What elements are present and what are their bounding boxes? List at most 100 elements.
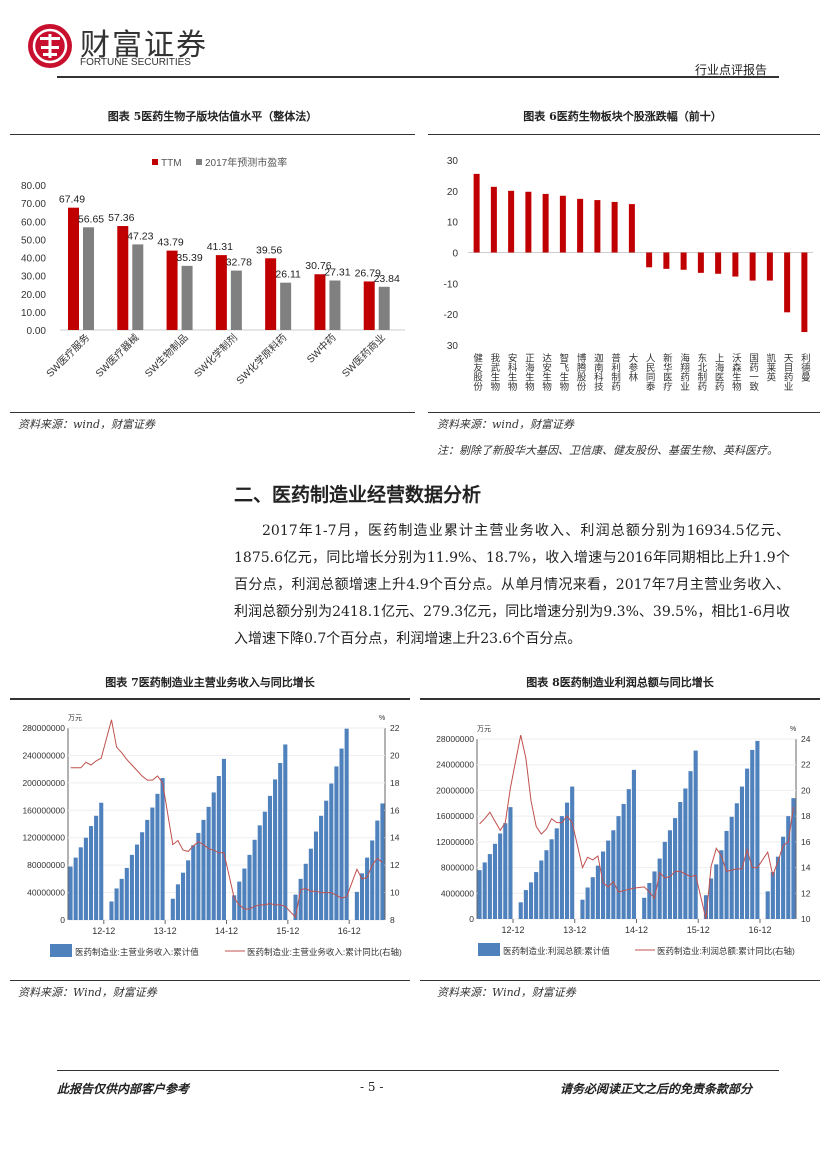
x-category-label: 达安生物	[540, 352, 552, 392]
bar	[339, 748, 344, 920]
left-tick-label: 240000000	[22, 750, 65, 760]
bar	[273, 779, 278, 920]
section-paragraph: 2017年1-7月，医药制造业累计主营业务收入、利润总额分别为16934.5亿元…	[234, 523, 790, 647]
bar	[490, 186, 497, 253]
left-unit: 万元	[477, 725, 491, 733]
bar-forecast	[132, 244, 144, 330]
bar-forecast	[329, 280, 341, 330]
bar	[487, 854, 492, 919]
bar	[211, 792, 216, 920]
left-tick-label: 200000000	[22, 778, 65, 788]
bar	[180, 872, 186, 920]
y-tick-label: -10	[444, 279, 459, 290]
logo-text-cn: 财富证券	[80, 28, 208, 63]
figure8-caption: 图表 8医药制造业利润总额与同比增长	[526, 676, 714, 689]
bar	[78, 847, 83, 920]
bar	[221, 758, 226, 920]
bar	[308, 848, 313, 920]
left-tick-label: 16000000	[436, 811, 474, 821]
bar	[508, 807, 513, 919]
bar	[252, 839, 257, 920]
right-tick-label: 18	[801, 811, 811, 821]
data-label: 56.65	[78, 213, 104, 225]
legend-swatch-forecast	[196, 159, 202, 165]
bar	[775, 856, 781, 919]
figure5-caption: 图表 5医药生物子版块估值水平（整体法）	[107, 110, 318, 123]
x-category-label: 健友股份	[471, 352, 483, 392]
bar	[590, 877, 595, 919]
fortune-logo-icon	[28, 24, 72, 68]
figure7-top-rule	[10, 698, 410, 700]
bar-ttm	[363, 281, 375, 330]
bar	[303, 863, 308, 920]
bar	[370, 840, 375, 920]
bar	[247, 854, 252, 920]
right-unit: %	[790, 726, 796, 733]
bar	[150, 807, 155, 920]
data-label: 67.49	[59, 194, 85, 206]
bar	[688, 771, 693, 919]
x-tick-label: 13-12	[154, 926, 177, 936]
bar	[709, 878, 714, 919]
bar	[365, 857, 370, 920]
legend-label-bar: 医药制造业:利润总额:累计值	[503, 946, 610, 956]
bar	[503, 823, 508, 919]
bar	[750, 749, 755, 919]
bar	[564, 802, 570, 919]
bar	[196, 832, 201, 920]
data-label: 32.78	[226, 257, 252, 269]
bar	[140, 832, 145, 920]
x-category-label: SW化学原料药	[233, 331, 289, 387]
bar-ttm	[265, 258, 277, 330]
bar	[94, 815, 99, 920]
legend-swatch-ttm	[152, 159, 158, 165]
bar	[646, 252, 653, 268]
y-tick-label: 10.00	[21, 308, 46, 319]
bar-ttm	[68, 207, 79, 330]
right-tick-label: 12	[801, 888, 811, 898]
bar	[119, 878, 124, 920]
x-category-label: SW医疗服务	[43, 331, 92, 380]
bar	[99, 802, 104, 920]
bar-ttm	[215, 255, 227, 330]
bar	[539, 860, 544, 919]
figure6-bottom-rule	[428, 412, 820, 413]
bar	[631, 769, 636, 919]
left-tick-label: 20000000	[436, 785, 474, 795]
figure7-chart: 0 40000000 80000000 120000000 160000000 20000…	[22, 714, 402, 957]
bar	[354, 891, 359, 920]
bar-forecast	[83, 227, 94, 330]
right-tick-label: 16	[801, 837, 811, 847]
footer-disclaimer-left: 此报告仅供内部客户参考	[57, 1082, 190, 1096]
growth-line	[70, 719, 383, 919]
bar	[237, 881, 242, 920]
y-tick-label: 30.00	[21, 272, 46, 283]
right-tick-label: 24	[801, 734, 811, 744]
bar	[765, 891, 770, 919]
bar	[770, 872, 775, 919]
left-tick-label: 160000000	[22, 805, 65, 815]
left-tick-label: 280000000	[22, 723, 65, 733]
legend-label-ttm: TTM	[161, 158, 182, 169]
bar	[749, 252, 756, 281]
bar	[642, 897, 647, 919]
x-tick-label: 15-12	[687, 925, 710, 935]
bar	[201, 819, 206, 920]
bar	[626, 789, 631, 919]
x-category-label: 海翔药业	[678, 352, 690, 391]
bar	[68, 866, 73, 920]
bar	[334, 766, 339, 920]
y-tick-label: 30	[447, 156, 459, 167]
bar	[791, 798, 796, 919]
bar	[542, 193, 549, 253]
bar	[729, 816, 734, 919]
data-label: 23.84	[374, 273, 400, 285]
figure7-caption: 图表 7医药制造业主营业务收入与同比增长	[105, 676, 315, 689]
data-label: 30.76	[305, 260, 331, 272]
bar	[678, 802, 683, 919]
x-category-label: SW医疗器械	[93, 331, 142, 380]
bar	[745, 768, 750, 919]
bar	[600, 851, 606, 919]
figure6-chart: 30 20 10 0 -10 -20 30 健友股份 我武生物 安科生物 正海生物 达安生物 智飞生物博…	[444, 156, 813, 392]
bar	[724, 830, 729, 919]
